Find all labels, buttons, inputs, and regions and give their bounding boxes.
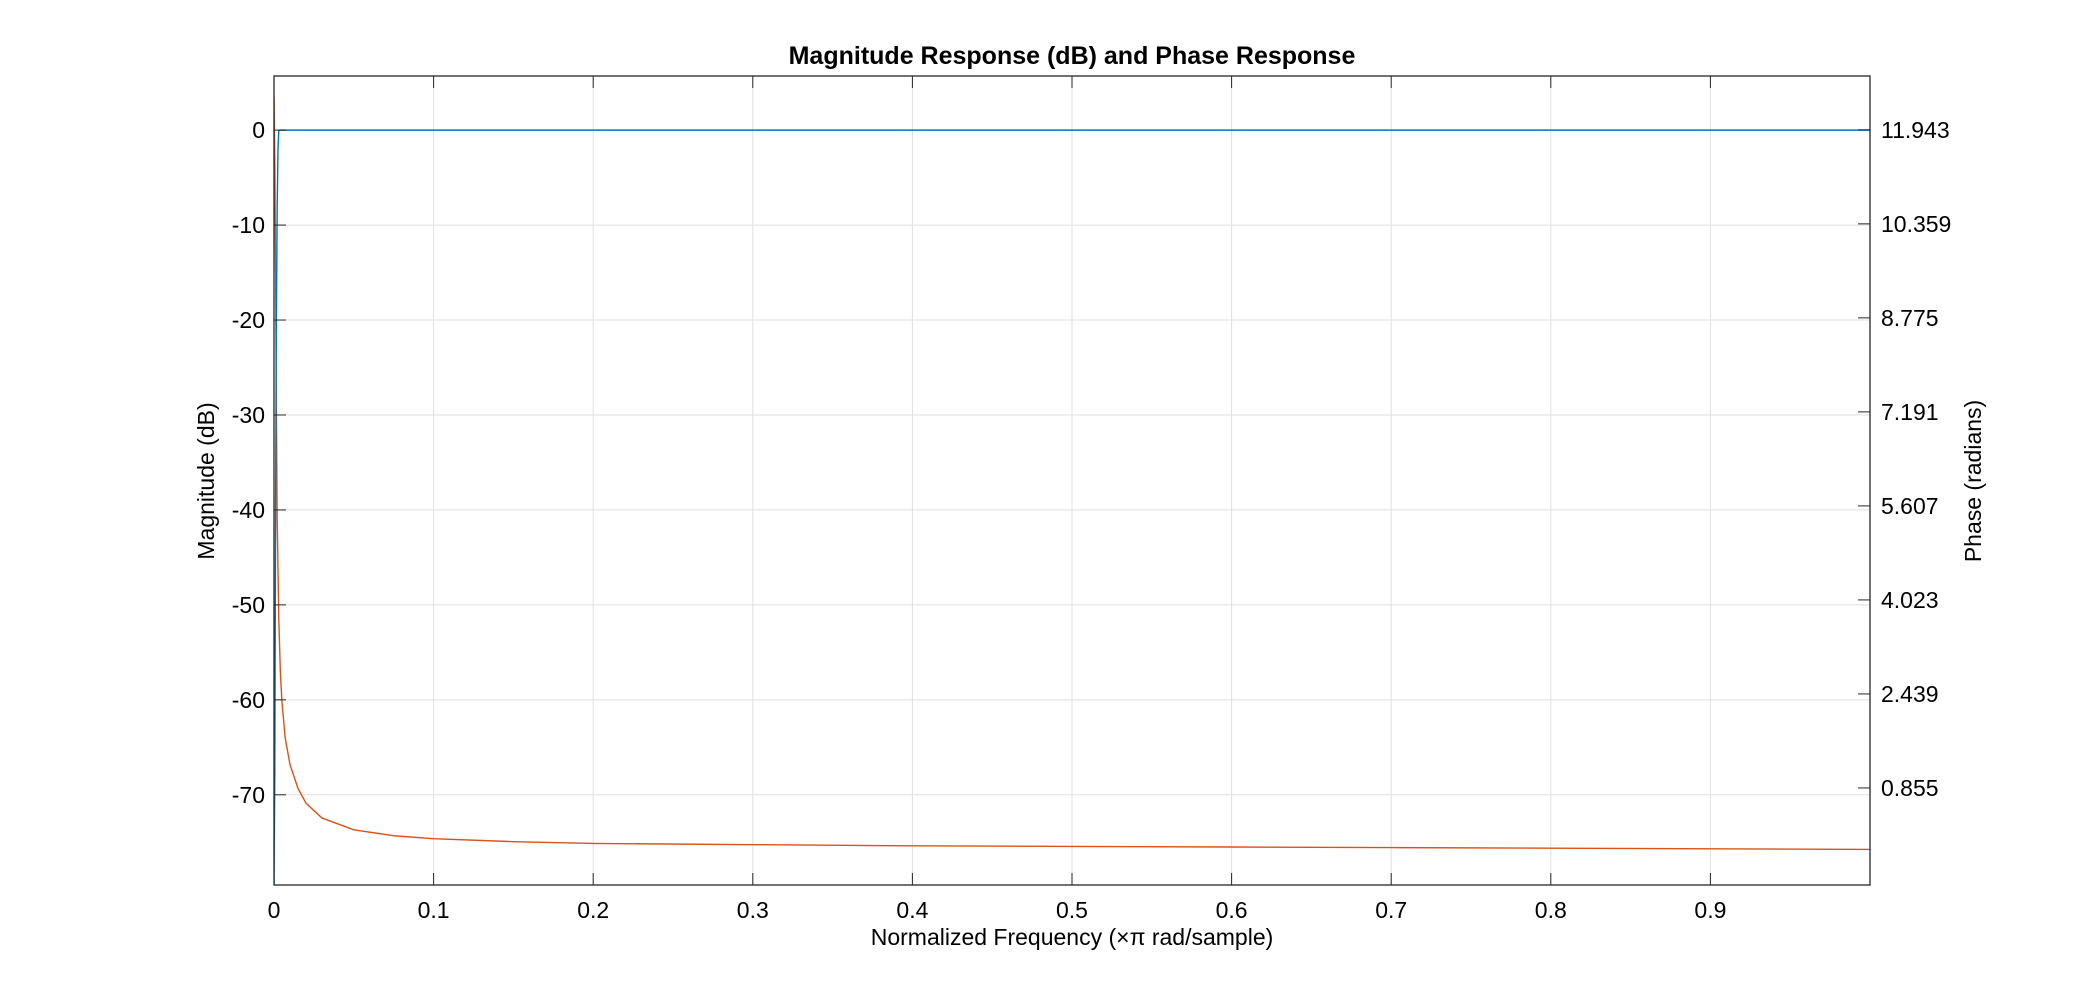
- y-axis-label-right: Phase (radians): [1960, 400, 1986, 562]
- x-tick-labels: 0 0.1 0.2 0.3 0.4 0.5 0.6 0.7 0.8 0.9: [268, 897, 1727, 923]
- y-tick-label-right: 0.855: [1881, 775, 1939, 801]
- series-layer: [274, 96, 1870, 885]
- x-tick-label: 0.2: [577, 897, 609, 923]
- chart-title: Magnitude Response (dB) and Phase Respon…: [789, 42, 1356, 70]
- y-tick-label-right: 4.023: [1881, 587, 1939, 613]
- x-tick-label: 0: [268, 897, 281, 923]
- y-axis-label-left: Magnitude (dB): [193, 402, 219, 559]
- y-tick-label-left: -10: [232, 212, 265, 238]
- y-tick-label-right: 8.775: [1881, 305, 1939, 331]
- x-tick-label: 0.8: [1535, 897, 1567, 923]
- y-tick-label-left: -40: [232, 497, 265, 523]
- x-tick-label: 0.3: [737, 897, 769, 923]
- y-tick-label-right: 5.607: [1881, 493, 1939, 519]
- magnitude-response-line: [274, 129, 1870, 885]
- y-tick-label-left: -50: [232, 592, 265, 618]
- y-tick-label-left: -60: [232, 687, 265, 713]
- y-tick-label-right: 7.191: [1881, 399, 1939, 425]
- x-tick-label: 0.6: [1216, 897, 1248, 923]
- y-tick-labels-left: 0 -10 -20 -30 -40 -50 -60 -70: [232, 117, 265, 808]
- y-tick-label-left: -20: [232, 307, 265, 333]
- x-tick-label: 0.4: [896, 897, 928, 923]
- y-tick-label-right: 2.439: [1881, 681, 1939, 707]
- y-tick-label-right: 10.359: [1881, 211, 1951, 237]
- phase-response-line: [274, 96, 1870, 851]
- x-tick-label: 0.9: [1694, 897, 1726, 923]
- x-tick-label: 0.7: [1375, 897, 1407, 923]
- y-tick-label-left: 0: [252, 117, 265, 143]
- x-tick-label: 0.5: [1056, 897, 1088, 923]
- y-tick-label-left: -30: [232, 402, 265, 428]
- x-tick-label: 0.1: [418, 897, 450, 923]
- y-tick-label-left: -70: [232, 782, 265, 808]
- y-tick-label-right: 11.943: [1881, 117, 1950, 143]
- x-axis-label: Normalized Frequency (×π rad/sample): [871, 924, 1274, 950]
- y-tick-labels-right: 11.943 10.359 8.775 7.191 5.607 4.023 2.439 0.8…: [1881, 117, 1951, 801]
- tick-marks: [273, 76, 1870, 885]
- plot-area: [273, 75, 1871, 886]
